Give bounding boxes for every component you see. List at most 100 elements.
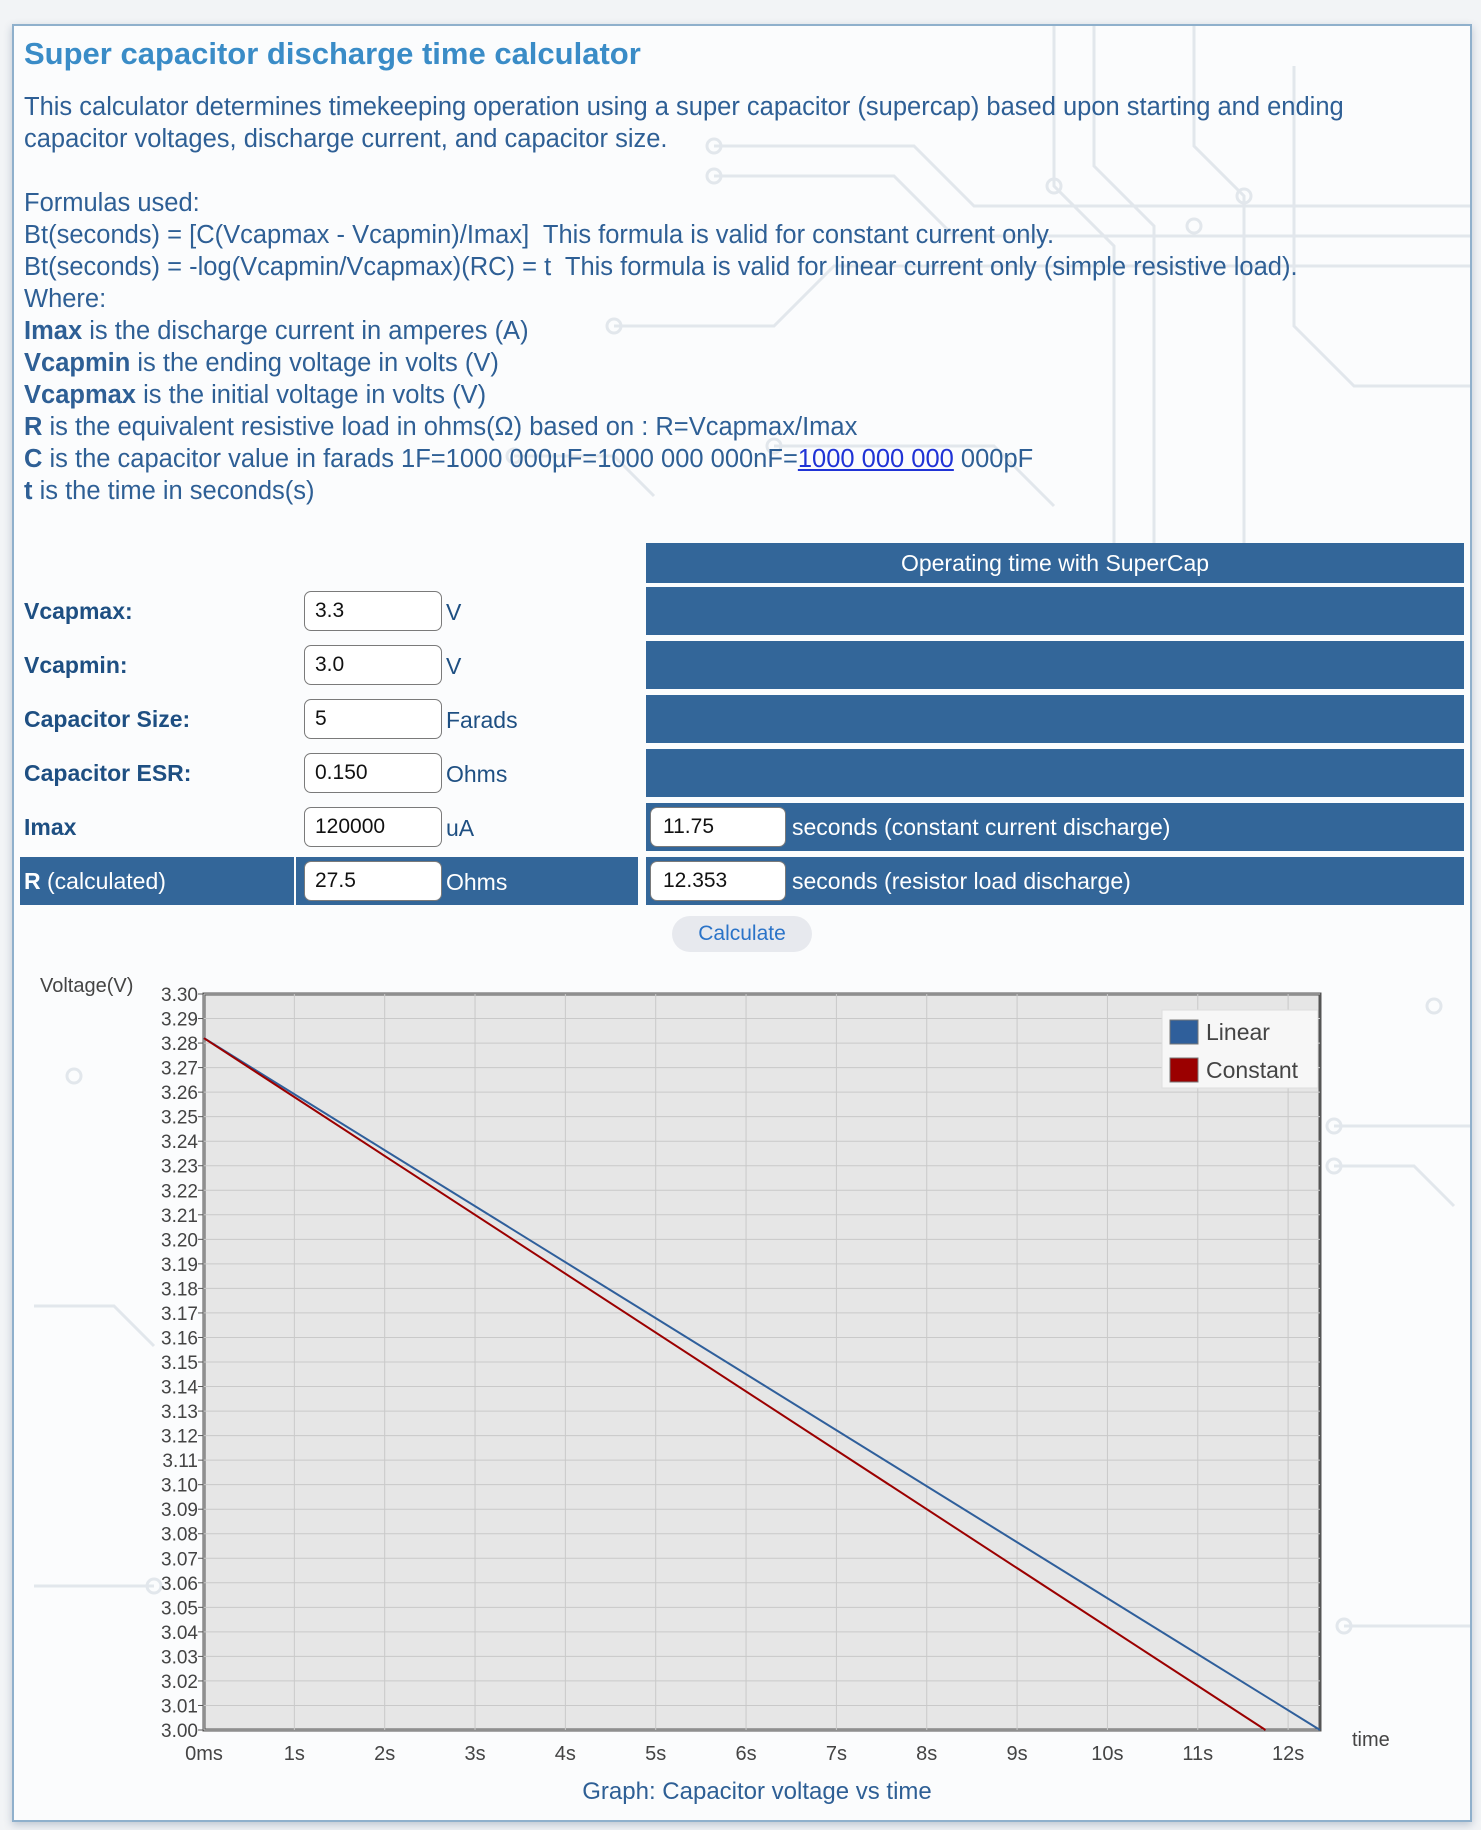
vcapmax-unit: V — [446, 599, 462, 625]
x-tick-label: 5s — [645, 1743, 666, 1765]
results-bar-4 — [646, 749, 1464, 797]
legend-label-linear: Linear — [1206, 1019, 1270, 1045]
y-tick-label: 3.14 — [161, 1378, 198, 1399]
x-tick-label: 1s — [284, 1743, 305, 1765]
def-vcapmax: Vcapmax is the initial voltage in volts … — [24, 381, 487, 409]
y-tick-label: 3.23 — [161, 1157, 198, 1178]
intro-line-2: capacitor voltages, discharge current, a… — [24, 125, 668, 153]
y-tick-label: 3.00 — [161, 1721, 198, 1742]
chart-legend: Linear Constant — [1161, 1009, 1319, 1089]
y-tick-label: 3.03 — [161, 1647, 198, 1668]
cap-esr-label: Capacitor ESR: — [24, 760, 192, 786]
series-line-constant — [203, 1037, 1267, 1731]
vcapmax-label: Vcapmax: — [24, 598, 133, 624]
y-tick-label: 3.27 — [161, 1059, 198, 1080]
legend-swatch-constant — [1169, 1057, 1199, 1083]
constant-time-label: seconds (constant current discharge) — [792, 814, 1171, 840]
y-tick-label: 3.11 — [162, 1451, 198, 1472]
y-axis-label: Voltage(V) — [40, 975, 133, 997]
def-vcapmin: Vcapmin is the ending voltage in volts (… — [24, 349, 499, 377]
r-calc-input[interactable] — [304, 861, 442, 901]
y-tick-label: 3.06 — [161, 1574, 198, 1595]
x-tick-label: 12s — [1272, 1743, 1304, 1765]
y-tick-labels: 3.30 3.29 3.28 3.27 3.26 3.25 3.24 3.23 3.22 3.21… — [161, 985, 198, 1742]
y-tick-label: 3.20 — [161, 1230, 198, 1251]
cap-size-input[interactable] — [304, 699, 442, 739]
results-bar-2 — [646, 641, 1464, 689]
y-tick-label: 3.18 — [161, 1279, 198, 1300]
r-calc-unit: Ohms — [446, 869, 508, 895]
y-tick-label: 3.13 — [161, 1402, 198, 1423]
x-tick-label: 11s — [1182, 1743, 1213, 1765]
def-c: C is the capacitor value in farads 1F=10… — [24, 445, 1034, 473]
x-tick-label: 3s — [464, 1743, 485, 1765]
results-bar-3 — [646, 695, 1464, 743]
results-header: Operating time with SuperCap — [646, 543, 1464, 583]
legend-label-constant: Constant — [1206, 1057, 1299, 1083]
x-tick-label: 0ms — [185, 1743, 223, 1765]
legend-swatch-linear — [1169, 1019, 1199, 1045]
y-tick-label: 3.28 — [161, 1034, 198, 1055]
chart-series — [203, 1037, 1321, 1731]
x-tick-labels: 0ms 1s 2s 3s 4s 5s 6s 7s 8s 9s 10s 11s 12s — [185, 1743, 1304, 1765]
chart-grid — [198, 993, 1320, 1731]
vcapmax-input[interactable] — [304, 591, 442, 631]
y-tick-label: 3.12 — [161, 1427, 198, 1448]
x-axis-label: time — [1352, 1729, 1390, 1751]
circuit-background — [34, 26, 1470, 1635]
def-t: t is the time in seconds(s) — [24, 477, 315, 505]
chart-caption: Graph: Capacitor voltage vs time — [582, 1778, 932, 1805]
formula-linear: Bt(seconds) = -log(Vcapmin/Vcapmax)(RC) … — [24, 253, 1298, 281]
y-tick-label: 3.17 — [161, 1304, 198, 1325]
imax-input[interactable] — [304, 807, 442, 847]
cap-size-label: Capacitor Size: — [24, 706, 191, 732]
y-tick-label: 3.01 — [161, 1696, 198, 1717]
description: This calculator determines timekeeping o… — [24, 91, 1424, 507]
discharge-chart: 3.30 3.29 3.28 3.27 3.26 3.25 3.24 3.23 3.22 3.21… — [40, 975, 1390, 1805]
x-tick-label: 4s — [555, 1743, 576, 1765]
y-tick-label: 3.21 — [161, 1206, 198, 1227]
y-tick-label: 3.22 — [161, 1181, 198, 1202]
x-tick-label: 9s — [1007, 1743, 1028, 1765]
def-imax: Imax is the discharge current in amperes… — [24, 317, 529, 345]
y-tick-label: 3.15 — [161, 1353, 198, 1374]
vcapmin-input[interactable] — [304, 645, 442, 685]
y-tick-label: 3.09 — [161, 1500, 198, 1521]
results-bar-1 — [646, 587, 1464, 635]
y-tick-label: 3.30 — [161, 985, 198, 1006]
page-title: Super capacitor discharge time calculato… — [24, 36, 641, 71]
x-tick-label: 8s — [916, 1743, 937, 1765]
resistor-time-output[interactable] — [650, 861, 786, 901]
cap-esr-input[interactable] — [304, 753, 442, 793]
y-tick-label: 3.05 — [161, 1598, 198, 1619]
def-r: R is the equivalent resistive load in oh… — [24, 413, 858, 441]
y-tick-label: 3.10 — [161, 1476, 198, 1497]
cap-esr-unit: Ohms — [446, 761, 508, 787]
cap-size-unit: Farads — [446, 707, 518, 733]
formulas-heading: Formulas used: — [24, 189, 200, 217]
y-tick-label: 3.26 — [161, 1083, 198, 1104]
nanofarad-link[interactable]: 1000 000 000 — [797, 445, 954, 473]
r-calc-label: R (calculated) — [20, 857, 294, 905]
calculator-frame: Super capacitor discharge time calculato… — [12, 24, 1472, 1822]
y-tick-label: 3.16 — [161, 1328, 198, 1349]
x-tick-label: 7s — [826, 1743, 847, 1765]
resistor-time-label: seconds (resistor load discharge) — [792, 868, 1131, 894]
y-tick-label: 3.24 — [161, 1132, 198, 1153]
y-tick-label: 3.25 — [161, 1108, 198, 1129]
vcapmin-label: Vcapmin: — [24, 652, 128, 678]
calculate-button[interactable]: Calculate — [672, 916, 812, 952]
x-tick-label: 2s — [374, 1743, 395, 1765]
y-tick-label: 3.29 — [161, 1010, 198, 1031]
where-label: Where: — [24, 285, 107, 313]
y-tick-label: 3.04 — [161, 1623, 198, 1644]
x-tick-label: 10s — [1091, 1743, 1123, 1765]
intro-line-1: This calculator determines timekeeping o… — [24, 93, 1344, 121]
constant-time-output[interactable] — [650, 807, 786, 847]
y-tick-label: 3.08 — [161, 1525, 198, 1546]
imax-label: Imax — [24, 814, 77, 840]
imax-unit: uA — [446, 815, 475, 841]
formula-constant: Bt(seconds) = [C(Vcapmax - Vcapmin)/Imax… — [24, 221, 1055, 249]
y-tick-label: 3.02 — [161, 1672, 198, 1693]
x-tick-label: 6s — [735, 1743, 756, 1765]
